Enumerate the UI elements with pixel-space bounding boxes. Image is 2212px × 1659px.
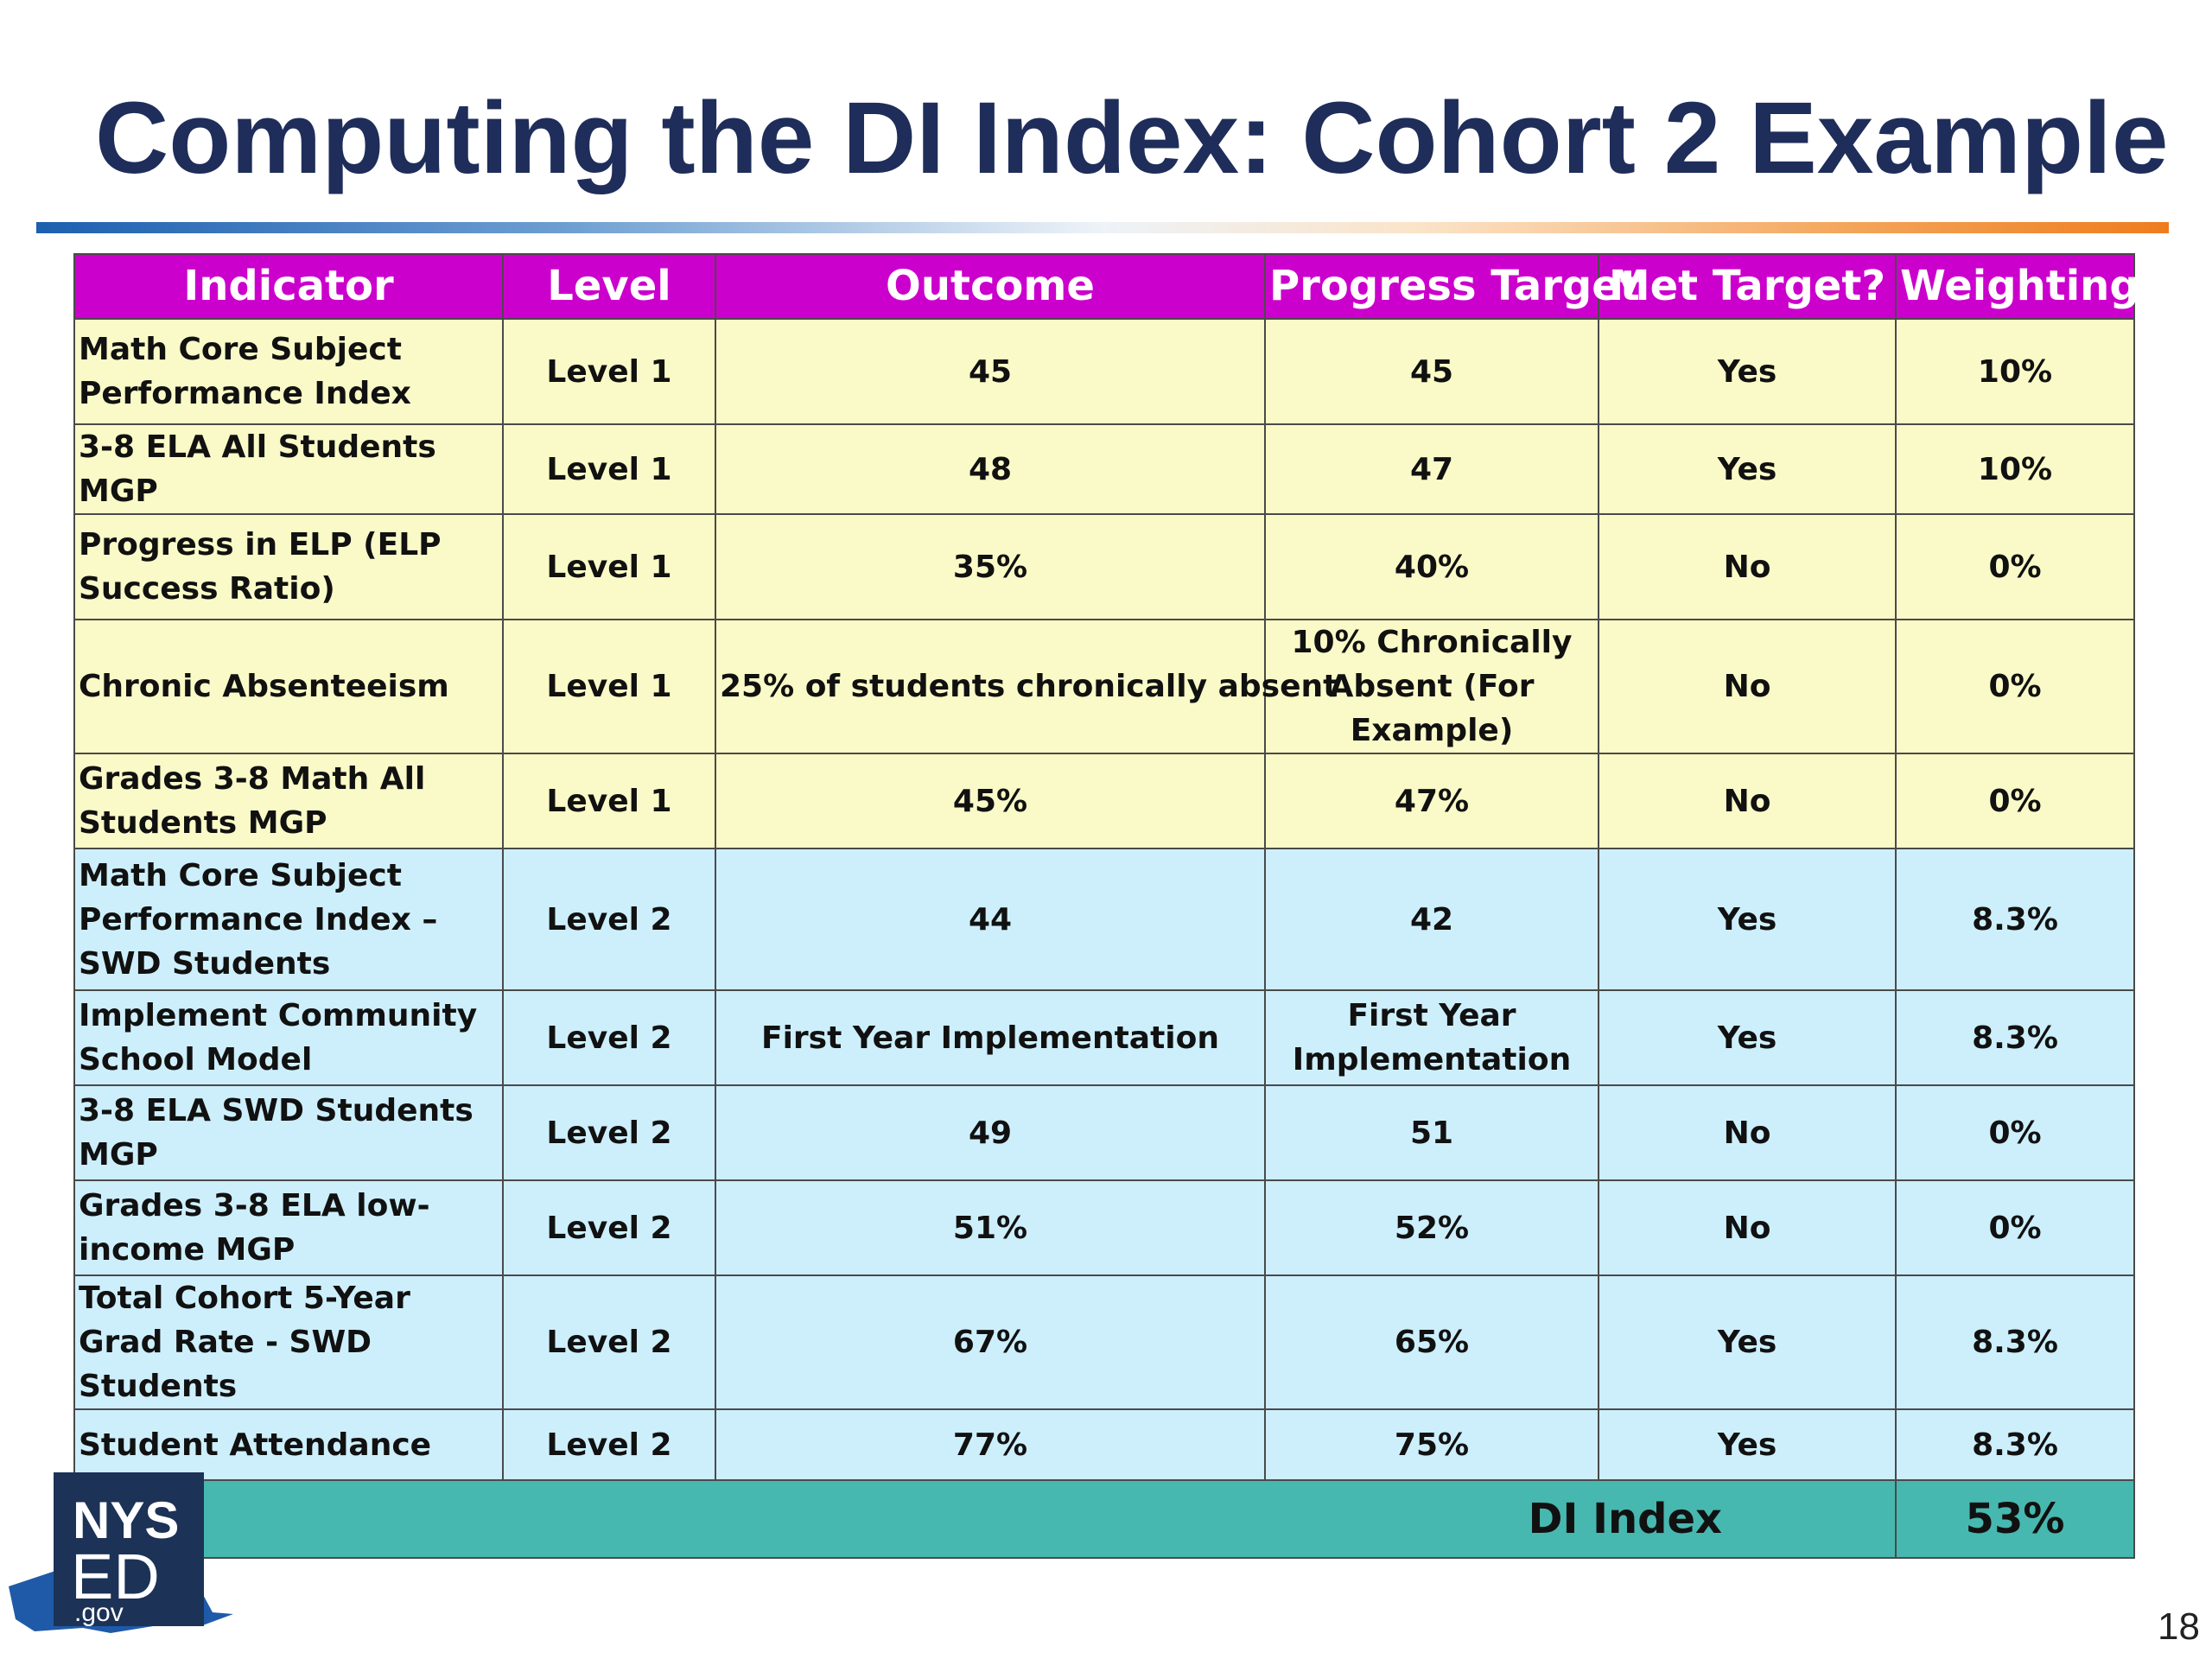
weighting-cell: 10% (1895, 423, 2135, 515)
met-target-cell: Yes (1598, 848, 1897, 991)
logo-text-nys: NYS (73, 1491, 179, 1549)
outcome-cell: 77% (715, 1408, 1266, 1481)
target-cell: 65% (1264, 1274, 1599, 1410)
indicator-cell: Math Core Subject Performance Index (73, 318, 504, 425)
indicator-cell: 3-8 ELA SWD Students MGP (73, 1084, 504, 1181)
logo-text-gov: .gov (74, 1599, 124, 1627)
di-index-label: DI Index (73, 1479, 1897, 1559)
column-header-met-target: Met Target? (1598, 253, 1897, 320)
column-header-weighting: Weighting (1895, 253, 2139, 320)
target-cell: 47 (1264, 423, 1599, 515)
logo-text-ed: ED (71, 1541, 160, 1612)
outcome-cell: 67% (715, 1274, 1266, 1410)
weighting-cell: 8.3% (1895, 1408, 2135, 1481)
table-row: Grades 3-8 ELA low-income MGP Level 2 51… (73, 1179, 2135, 1276)
outcome-cell: 51% (715, 1179, 1266, 1276)
column-header-progress-target: Progress Target (1264, 253, 1640, 320)
outcome-cell: 45% (715, 753, 1266, 849)
outcome-cell: 25% of students chronically absent (715, 619, 1338, 754)
target-cell: 42 (1264, 848, 1599, 991)
logo-box (54, 1472, 204, 1626)
met-target-cell: Yes (1598, 989, 1897, 1086)
title-divider (36, 222, 2169, 233)
di-index-value: 53% (1895, 1479, 2135, 1559)
indicator-cell: Student Attendance (73, 1408, 504, 1481)
outcome-cell: 48 (715, 423, 1266, 515)
level-cell: Level 2 (502, 1179, 716, 1276)
met-target-cell: No (1598, 619, 1897, 754)
nysed-logo: NYS ED .gov (9, 1472, 233, 1633)
indicator-cell: Chronic Absenteeism (73, 619, 504, 754)
weighting-cell: 0% (1895, 513, 2135, 620)
weighting-cell: 8.3% (1895, 848, 2135, 991)
target-cell: 10% Chronically Absent (For Example) (1264, 619, 1599, 754)
table-row: Total Cohort 5-Year Grad Rate - SWD Stud… (73, 1274, 2135, 1410)
level-cell: Level 2 (502, 1084, 716, 1181)
indicator-cell: Grades 3-8 ELA low-income MGP (73, 1179, 504, 1276)
target-cell: 51 (1264, 1084, 1599, 1181)
level-cell: Level 1 (502, 619, 716, 754)
table-row: 3-8 ELA All Students MGP Level 1 48 47 Y… (73, 423, 2135, 515)
di-index-table: Indicator Level Outcome Progress Target … (73, 253, 2139, 1559)
weighting-cell: 10% (1895, 318, 2135, 425)
column-header-indicator: Indicator (73, 253, 504, 320)
outcome-cell: 45 (715, 318, 1266, 425)
met-target-cell: Yes (1598, 318, 1897, 425)
target-cell: First Year Implementation (1264, 989, 1599, 1086)
weighting-cell: 0% (1895, 1084, 2135, 1181)
level-cell: Level 1 (502, 318, 716, 425)
met-target-cell: Yes (1598, 1274, 1897, 1410)
met-target-cell: Yes (1598, 1408, 1897, 1481)
outcome-cell: First Year Implementation (715, 989, 1266, 1086)
level-cell: Level 2 (502, 1274, 716, 1410)
column-header-outcome: Outcome (715, 253, 1266, 320)
column-header-level: Level (502, 253, 716, 320)
page-number: 18 (2158, 1605, 2200, 1648)
table-row: Implement Community School Model Level 2… (73, 989, 2135, 1086)
outcome-cell: 44 (715, 848, 1266, 991)
header-row: Indicator Level Outcome Progress Target … (73, 253, 2139, 320)
met-target-cell: No (1598, 753, 1897, 849)
indicator-cell: Total Cohort 5-Year Grad Rate - SWD Stud… (73, 1274, 504, 1410)
slide-title: Computing the DI Index: Cohort 2 Example (95, 81, 2169, 195)
table-row: Student Attendance Level 2 77% 75% Yes 8… (73, 1408, 2135, 1481)
table-row: Progress in ELP (ELP Success Ratio) Leve… (73, 513, 2135, 620)
indicator-cell: Grades 3-8 Math All Students MGP (73, 753, 504, 849)
weighting-cell: 0% (1895, 753, 2135, 849)
table-row: Chronic Absenteeism Level 1 25% of stude… (73, 619, 2135, 754)
met-target-cell: No (1598, 1179, 1897, 1276)
level-cell: Level 2 (502, 989, 716, 1086)
met-target-cell: Yes (1598, 423, 1897, 515)
level-cell: Level 2 (502, 848, 716, 991)
weighting-cell: 0% (1895, 619, 2135, 754)
target-cell: 47% (1264, 753, 1599, 849)
indicator-cell: 3-8 ELA All Students MGP (73, 423, 504, 515)
table-row: Math Core Subject Performance Index – SW… (73, 848, 2135, 991)
indicator-cell: Implement Community School Model (73, 989, 504, 1086)
table-row: 3-8 ELA SWD Students MGP Level 2 49 51 N… (73, 1084, 2135, 1181)
total-row: DI Index 53% (73, 1479, 2135, 1559)
level-cell: Level 1 (502, 513, 716, 620)
target-cell: 52% (1264, 1179, 1599, 1276)
level-cell: Level 1 (502, 423, 716, 515)
met-target-cell: No (1598, 513, 1897, 620)
target-cell: 75% (1264, 1408, 1599, 1481)
weighting-cell: 8.3% (1895, 989, 2135, 1086)
outcome-cell: 49 (715, 1084, 1266, 1181)
met-target-cell: No (1598, 1084, 1897, 1181)
indicator-cell: Math Core Subject Performance Index – SW… (73, 848, 504, 991)
outcome-cell: 35% (715, 513, 1266, 620)
indicator-cell: Progress in ELP (ELP Success Ratio) (73, 513, 504, 620)
target-cell: 45 (1264, 318, 1599, 425)
weighting-cell: 8.3% (1895, 1274, 2135, 1410)
level-cell: Level 1 (502, 753, 716, 849)
weighting-cell: 0% (1895, 1179, 2135, 1276)
table-row: Grades 3-8 Math All Students MGP Level 1… (73, 753, 2135, 849)
table-row: Math Core Subject Performance Index Leve… (73, 318, 2135, 425)
target-cell: 40% (1264, 513, 1599, 620)
level-cell: Level 2 (502, 1408, 716, 1481)
